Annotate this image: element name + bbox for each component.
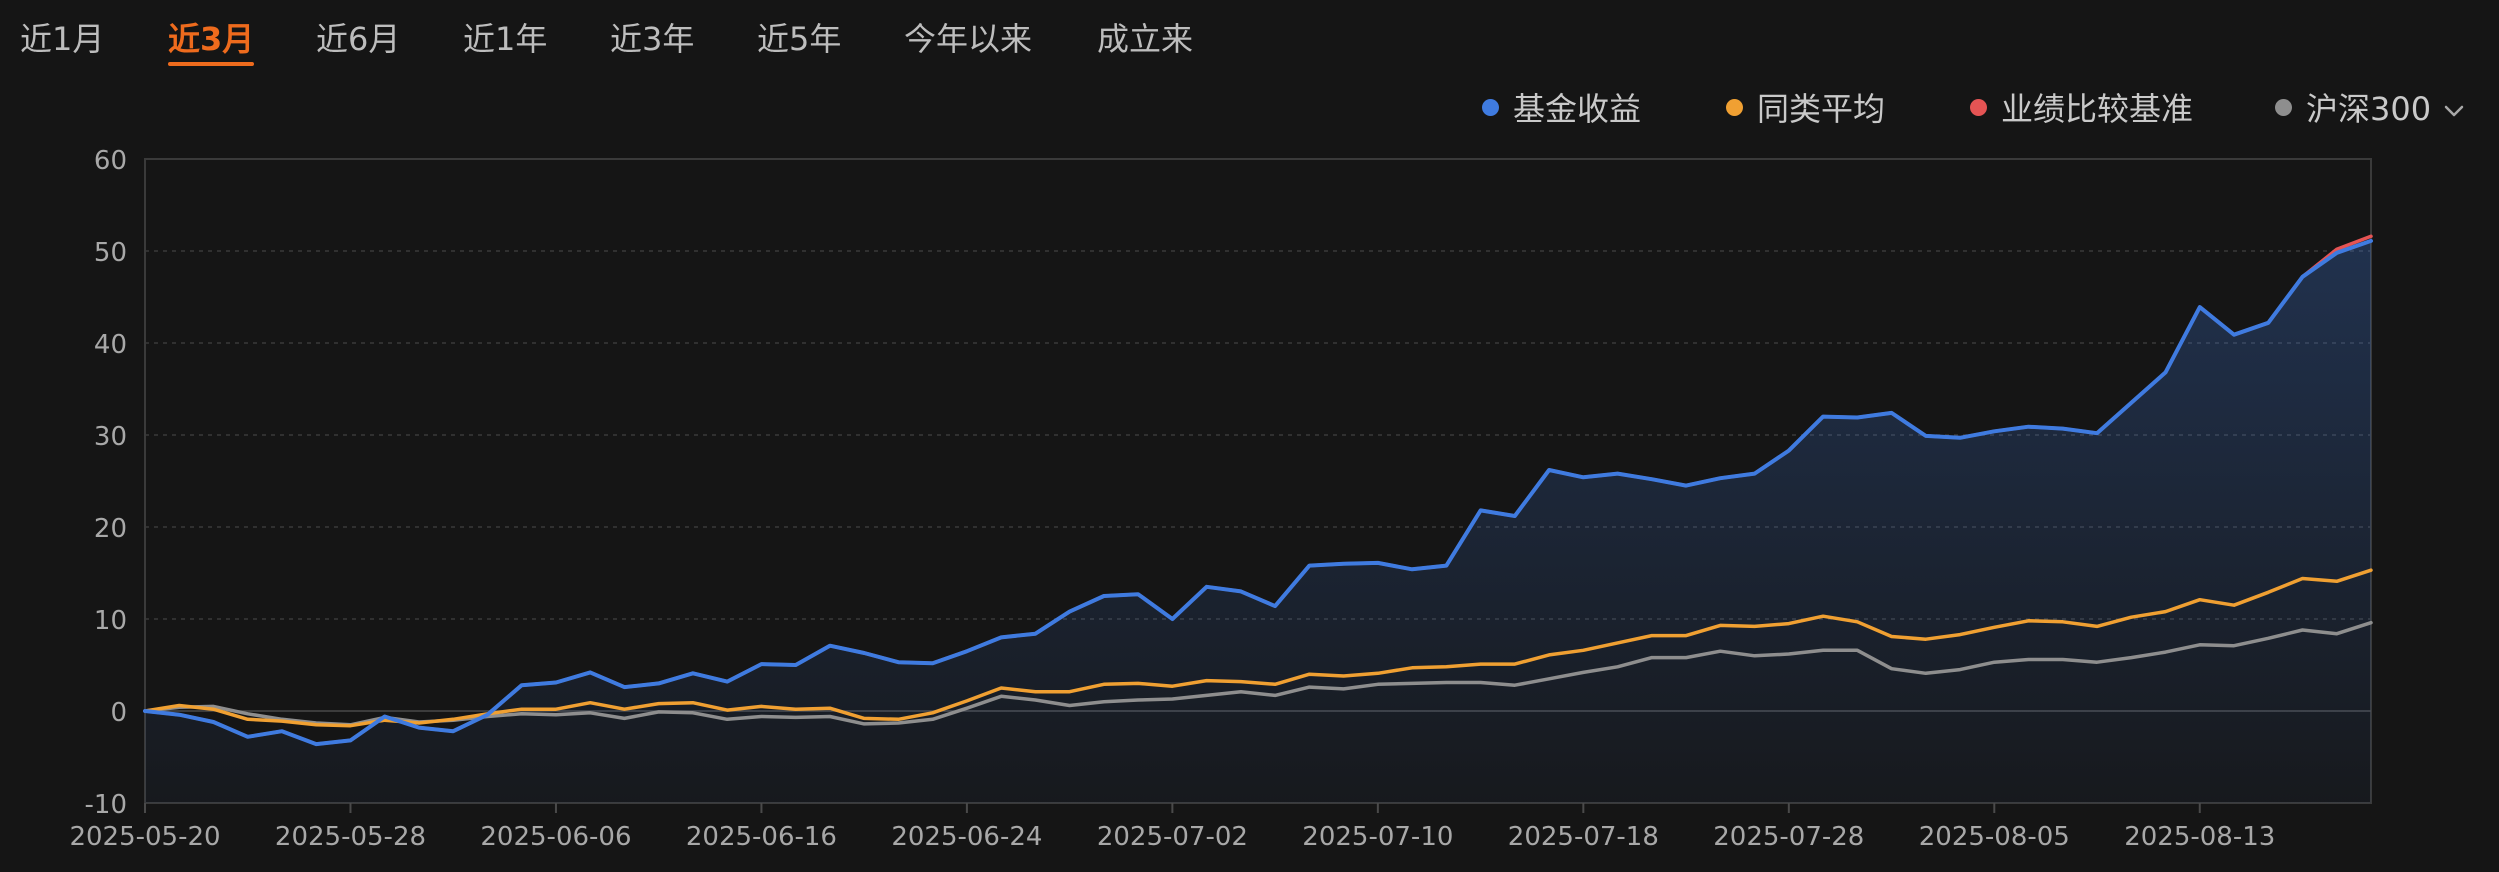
series-line-category_avg (143, 568, 2373, 728)
x-tick-label: 2025-05-20 (69, 822, 220, 852)
series-line-fund (143, 238, 2373, 747)
x-tick-label: 2025-06-16 (686, 822, 837, 852)
y-tick-label: 20 (94, 514, 127, 544)
legend-item-csi300[interactable]: 沪深300 (2275, 84, 2465, 130)
y-tick-label: 60 (94, 146, 127, 176)
series-line-csi300 (143, 620, 2373, 727)
x-tick-label: 2025-07-18 (1508, 822, 1659, 852)
y-tick-label: -10 (85, 790, 127, 820)
chevron-down-icon[interactable] (2443, 88, 2465, 126)
legend-label-fund: 基金收益 (1513, 90, 1642, 128)
legend-label-csi300: 沪深300 (2306, 90, 2432, 128)
fund-legend-dot (1482, 98, 1499, 116)
x-tick-label: 2025-08-05 (1919, 822, 2070, 852)
y-tick-label: 0 (110, 698, 127, 728)
x-tick-label: 2025-08-13 (2124, 822, 2275, 852)
x-tick-label: 2025-07-02 (1097, 822, 1248, 852)
tab-ytd[interactable]: 今年以来 (904, 20, 1033, 58)
series-area-fund (145, 240, 2371, 803)
legend-label-benchmark: 业绩比较基准 (2001, 90, 2194, 128)
y-tick-label: 50 (94, 238, 127, 268)
x-tick-label: 2025-06-24 (891, 822, 1042, 852)
y-tick-label: 30 (94, 422, 127, 452)
y-tick-label: 40 (94, 330, 127, 360)
benchmark-legend-dot (1970, 98, 1987, 116)
tab-1y[interactable]: 近1年 (463, 20, 548, 58)
tab-6m[interactable]: 近6月 (316, 20, 401, 58)
x-tick-label: 2025-07-28 (1713, 822, 1864, 852)
legend-item-fund[interactable]: 基金收益 (1482, 84, 1641, 130)
tab-3y[interactable]: 近3年 (610, 20, 695, 58)
chart-legend: 基金收益 同类平均 业绩比较基准 沪深300 (0, 84, 2499, 128)
tab-5y[interactable]: 近5年 (757, 20, 842, 58)
x-tick-label: 2025-07-10 (1302, 822, 1453, 852)
legend-label-category-avg: 同类平均 (1757, 90, 1886, 128)
tab-1m[interactable]: 近1月 (20, 20, 105, 58)
y-tick-label: 10 (94, 606, 127, 636)
tab-3m[interactable]: 近3月 (168, 14, 255, 66)
legend-item-category-avg[interactable]: 同类平均 (1726, 84, 1885, 130)
x-tick-label: 2025-06-06 (480, 822, 631, 852)
legend-item-benchmark[interactable]: 业绩比较基准 (1970, 84, 2193, 130)
category-avg-legend-dot (1726, 98, 1743, 116)
x-tick-label: 2025-05-28 (275, 822, 426, 852)
tab-since-inception[interactable]: 成立来 (1097, 20, 1194, 58)
csi300-legend-dot (2275, 98, 2292, 116)
